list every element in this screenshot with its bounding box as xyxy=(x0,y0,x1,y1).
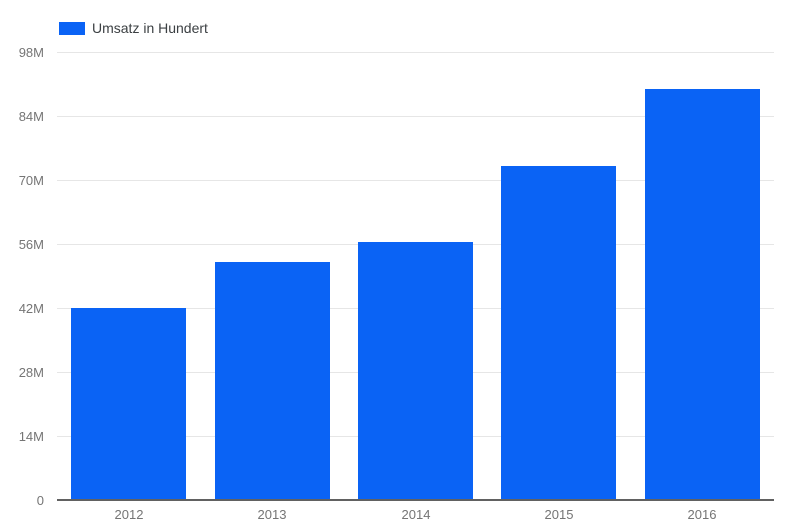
chart-legend[interactable]: Umsatz in Hundert xyxy=(59,18,208,38)
gridline xyxy=(57,52,774,53)
y-axis-tick-label: 0 xyxy=(36,493,44,508)
bar-2012[interactable] xyxy=(71,308,186,500)
y-axis-tick-label: 14M xyxy=(18,429,44,444)
y-axis-tick-label: 42M xyxy=(18,301,44,316)
legend-color-swatch xyxy=(59,21,85,35)
bar-2015[interactable] xyxy=(501,166,616,500)
bar-2014[interactable] xyxy=(358,242,473,500)
gridline xyxy=(57,180,774,181)
x-axis-tick-label: 2012 xyxy=(114,507,144,522)
y-axis-tick-label: 70M xyxy=(18,173,44,188)
y-axis-tick-label: 98M xyxy=(18,45,44,60)
x-axis-tick-label: 2013 xyxy=(257,507,287,522)
y-axis-tick-label: 28M xyxy=(18,365,44,380)
legend-label: Umsatz in Hundert xyxy=(92,20,208,36)
bar-2016[interactable] xyxy=(645,89,760,500)
gridline xyxy=(57,116,774,117)
x-axis-tick-label: 2015 xyxy=(544,507,574,522)
x-axis-line xyxy=(57,499,774,501)
x-axis-tick-label: 2016 xyxy=(687,507,717,522)
x-axis-tick-label: 2014 xyxy=(401,507,431,522)
y-axis-tick-label: 84M xyxy=(18,109,44,124)
bar-2013[interactable] xyxy=(215,262,330,500)
y-axis-tick-label: 56M xyxy=(18,237,44,252)
